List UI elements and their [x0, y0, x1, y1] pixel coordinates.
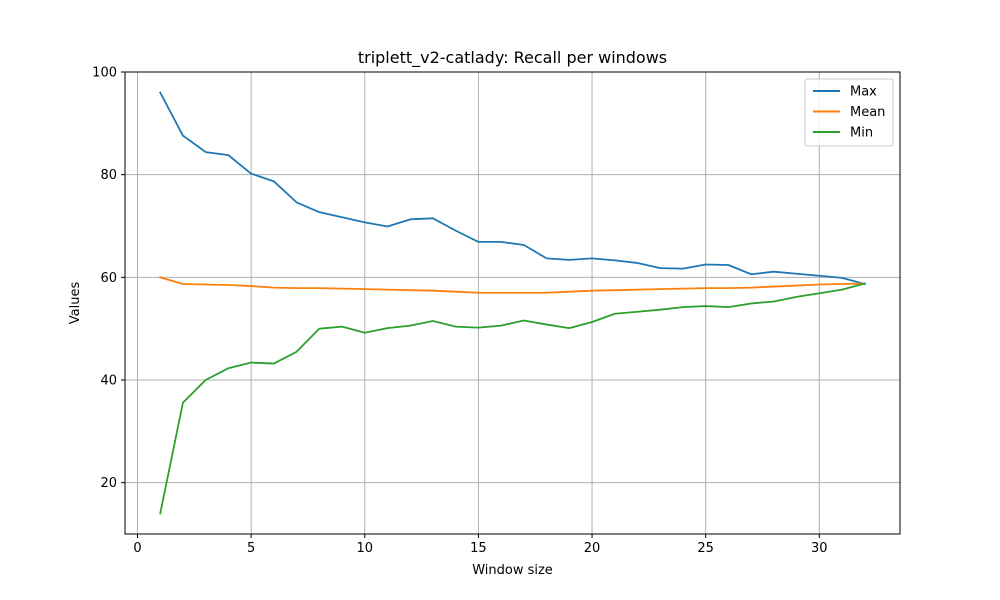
legend-label-max: Max [850, 85, 877, 100]
x-tick-label: 0 [133, 541, 141, 556]
grid-lines [125, 71, 900, 534]
chart-title: triplett_v2-catlady: Recall per windows [358, 48, 667, 68]
x-axis-ticks: 0 5 10 15 20 25 30 [133, 534, 828, 556]
x-tick-label: 20 [584, 541, 601, 556]
y-tick-label: 20 [100, 476, 117, 491]
legend-box [804, 78, 894, 147]
y-axis-label: Values [68, 282, 83, 325]
x-tick-label: 15 [470, 541, 487, 556]
legend-label-mean: Mean [850, 105, 885, 120]
x-axis-label: Window size [472, 563, 553, 578]
y-tick-label: 100 [92, 66, 117, 81]
legend: Max Mean Min [804, 78, 894, 147]
x-tick-label: 10 [356, 541, 373, 556]
plot-area [125, 72, 900, 534]
y-axis-ticks: 20 40 60 80 100 [92, 66, 125, 491]
series-line-min [159, 282, 866, 515]
x-tick-label: 5 [247, 541, 255, 556]
legend-label-min: Min [850, 126, 873, 141]
y-tick-label: 40 [100, 374, 117, 389]
y-tick-label: 80 [100, 168, 117, 183]
series-line-max [159, 91, 866, 286]
x-tick-label: 25 [697, 541, 714, 556]
x-tick-label: 30 [811, 541, 828, 556]
series-layer [159, 91, 866, 515]
y-tick-label: 60 [100, 271, 117, 286]
plot-frame [124, 71, 901, 535]
series-line-mean [159, 276, 866, 294]
